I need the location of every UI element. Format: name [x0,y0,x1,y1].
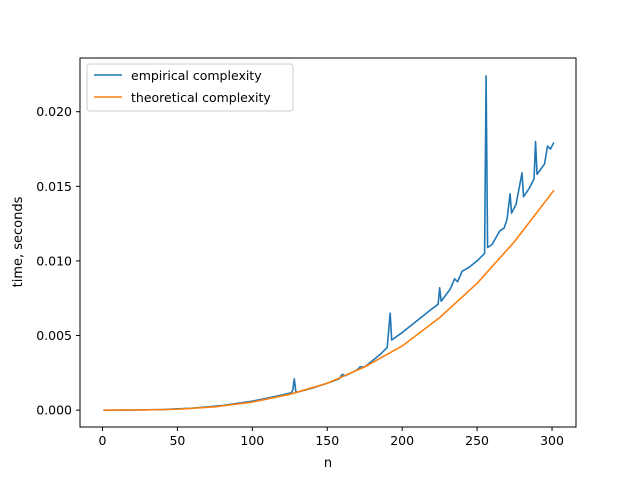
legend-label-empirical: empirical complexity [131,68,262,83]
series-line-theoretical [103,190,555,411]
y-axis-label: time, seconds [11,196,26,287]
x-tick-label: 100 [240,433,264,448]
x-tick-label: 300 [540,433,564,448]
y-tick-label: 0.010 [36,253,72,268]
x-tick-label: 150 [315,433,339,448]
ticks-layer: 0 50 100 150 200 250 300 0.000 0.005 0.010 0.015 0.… [36,104,564,448]
x-tick-label: 0 [99,433,107,448]
x-tick-label: 200 [390,433,414,448]
x-tick-label: 50 [169,433,185,448]
x-tick-label: 250 [465,433,489,448]
series-layer [103,75,555,411]
legend-box [86,63,294,112]
axes-frame [79,57,577,428]
y-tick-label: 0.005 [36,328,72,343]
x-axis-label: n [324,456,332,471]
y-tick-label: 0.020 [36,104,72,119]
legend-label-theoretical: theoretical complexity [131,90,271,105]
series-line-empirical [103,75,555,411]
legend: empirical complexity theoretical complex… [86,63,294,112]
y-tick-label: 0.000 [36,403,72,418]
y-tick-label: 0.015 [36,179,72,194]
